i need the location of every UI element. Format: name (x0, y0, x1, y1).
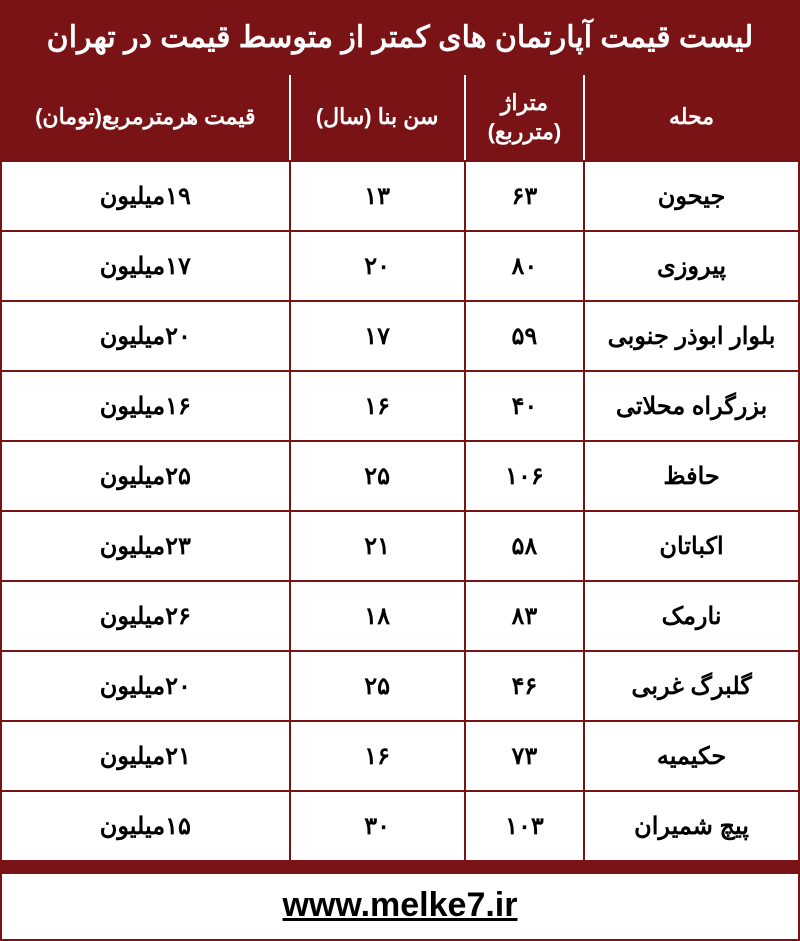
cell-price: ۲۱میلیون (2, 722, 289, 790)
cell-neighborhood: پیروزی (583, 232, 798, 300)
cell-neighborhood: حافظ (583, 442, 798, 510)
table-row: نارمک ۸۳ ۱۸ ۲۶میلیون (2, 582, 798, 652)
price-table-container: لیست قیمت آپارتمان های کمتر از متوسط قیم… (0, 0, 800, 941)
cell-area: ۴۶ (464, 652, 583, 720)
cell-area: ۱۰۶ (464, 442, 583, 510)
table-row: بلوار ابوذر جنوبی ۵۹ ۱۷ ۲۰میلیون (2, 302, 798, 372)
cell-neighborhood: نارمک (583, 582, 798, 650)
cell-neighborhood: اکباتان (583, 512, 798, 580)
cell-area: ۶۳ (464, 162, 583, 230)
cell-area: ۱۰۳ (464, 792, 583, 860)
cell-price: ۲۰میلیون (2, 652, 289, 720)
cell-age: ۱۶ (289, 372, 464, 440)
cell-price: ۲۰میلیون (2, 302, 289, 370)
header-price: قیمت هرمترمربع(تومان) (2, 75, 289, 160)
table-row: جیحون ۶۳ ۱۳ ۱۹میلیون (2, 162, 798, 232)
website-url[interactable]: www.melke7.ir (2, 874, 798, 939)
cell-neighborhood: حکیمیه (583, 722, 798, 790)
table-title: لیست قیمت آپارتمان های کمتر از متوسط قیم… (2, 2, 798, 75)
footer-separator (2, 862, 798, 874)
cell-age: ۱۳ (289, 162, 464, 230)
header-neighborhood: محله (583, 75, 798, 160)
cell-age: ۳۰ (289, 792, 464, 860)
cell-area: ۸۳ (464, 582, 583, 650)
cell-area: ۵۸ (464, 512, 583, 580)
cell-price: ۲۵میلیون (2, 442, 289, 510)
cell-age: ۱۷ (289, 302, 464, 370)
cell-price: ۱۶میلیون (2, 372, 289, 440)
cell-age: ۲۵ (289, 652, 464, 720)
cell-price: ۲۳میلیون (2, 512, 289, 580)
table-row: پیروزی ۸۰ ۲۰ ۱۷میلیون (2, 232, 798, 302)
cell-area: ۷۳ (464, 722, 583, 790)
cell-area: ۵۹ (464, 302, 583, 370)
table-body: جیحون ۶۳ ۱۳ ۱۹میلیون پیروزی ۸۰ ۲۰ ۱۷میلی… (2, 162, 798, 862)
cell-age: ۱۸ (289, 582, 464, 650)
header-age: سن بنا (سال) (289, 75, 464, 160)
table-row: حکیمیه ۷۳ ۱۶ ۲۱میلیون (2, 722, 798, 792)
table-row: بزرگراه محلاتی ۴۰ ۱۶ ۱۶میلیون (2, 372, 798, 442)
cell-price: ۱۷میلیون (2, 232, 289, 300)
table-row: اکباتان ۵۸ ۲۱ ۲۳میلیون (2, 512, 798, 582)
cell-neighborhood: پیچ شمیران (583, 792, 798, 860)
table-row: حافظ ۱۰۶ ۲۵ ۲۵میلیون (2, 442, 798, 512)
header-area: متراژ (مترربع) (464, 75, 583, 160)
table-row: گلبرگ غربی ۴۶ ۲۵ ۲۰میلیون (2, 652, 798, 722)
cell-age: ۲۰ (289, 232, 464, 300)
table-row: پیچ شمیران ۱۰۳ ۳۰ ۱۵میلیون (2, 792, 798, 862)
cell-price: ۲۶میلیون (2, 582, 289, 650)
cell-area: ۴۰ (464, 372, 583, 440)
cell-age: ۲۱ (289, 512, 464, 580)
cell-price: ۱۹میلیون (2, 162, 289, 230)
cell-neighborhood: بزرگراه محلاتی (583, 372, 798, 440)
cell-neighborhood: جیحون (583, 162, 798, 230)
cell-neighborhood: بلوار ابوذر جنوبی (583, 302, 798, 370)
table-header-row: محله متراژ (مترربع) سن بنا (سال) قیمت هر… (2, 75, 798, 162)
cell-price: ۱۵میلیون (2, 792, 289, 860)
cell-neighborhood: گلبرگ غربی (583, 652, 798, 720)
cell-area: ۸۰ (464, 232, 583, 300)
cell-age: ۱۶ (289, 722, 464, 790)
cell-age: ۲۵ (289, 442, 464, 510)
